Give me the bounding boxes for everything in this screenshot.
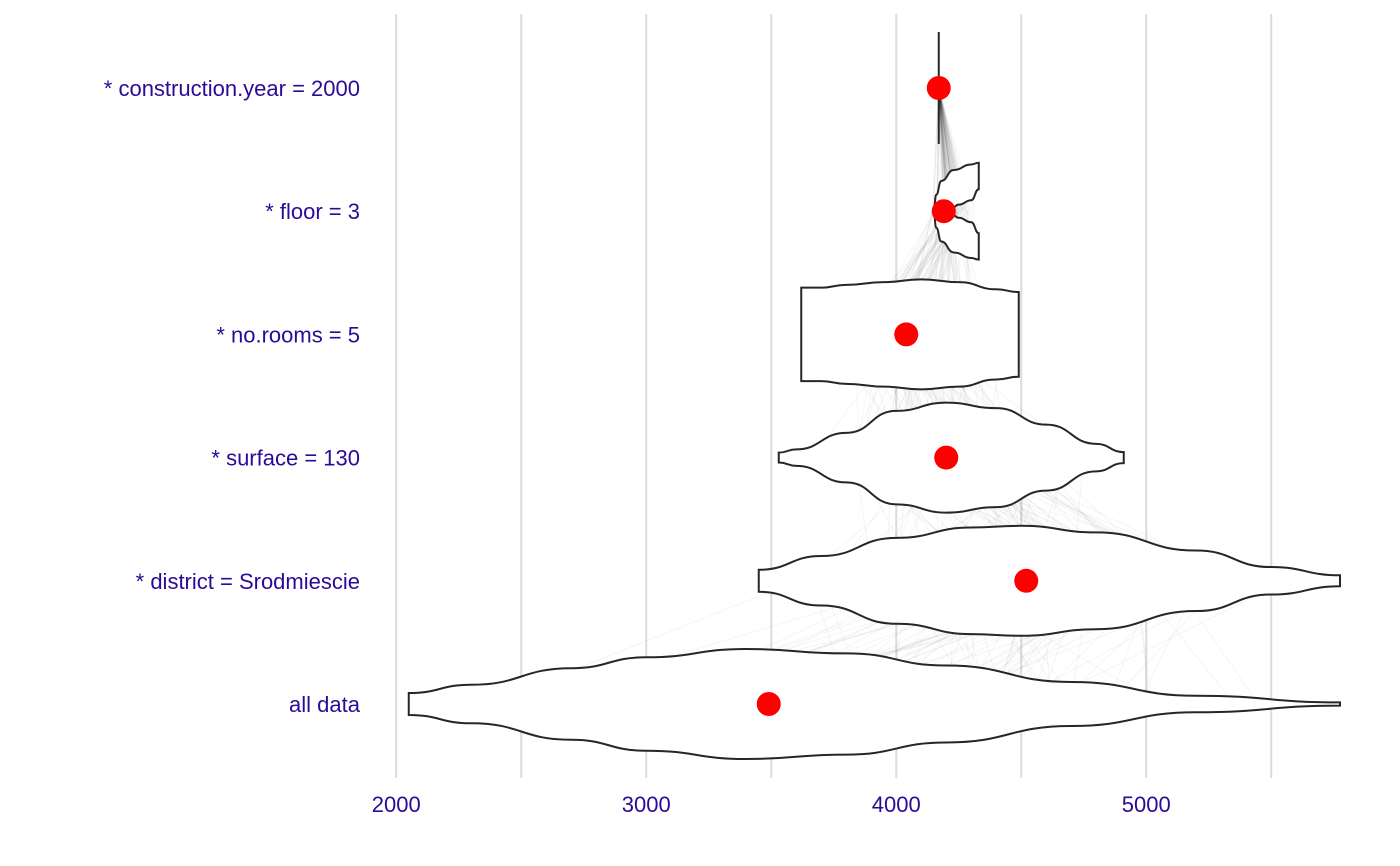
x-tick-label: 4000 bbox=[872, 792, 921, 817]
mean-dot bbox=[756, 692, 781, 716]
category-label: * no.rooms = 5 bbox=[216, 322, 360, 347]
violins bbox=[407, 32, 1341, 761]
violin bbox=[757, 524, 1341, 637]
violin bbox=[407, 647, 1341, 761]
x-tick-label: 3000 bbox=[622, 792, 671, 817]
mean-dot bbox=[931, 199, 956, 224]
category-label: * district = Srodmiescie bbox=[136, 569, 360, 594]
grid-layer bbox=[395, 14, 1273, 778]
x-axis-ticks: 2000 3000 4000 5000 bbox=[372, 792, 1171, 817]
mean-dot bbox=[1014, 568, 1039, 593]
x-tick-label: 2000 bbox=[372, 792, 421, 817]
mean-dot bbox=[894, 322, 919, 347]
category-label: * construction.year = 2000 bbox=[104, 76, 360, 101]
category-label: * surface = 130 bbox=[211, 446, 360, 471]
category-label: * floor = 3 bbox=[265, 199, 360, 224]
mean-dot bbox=[934, 445, 959, 470]
category-labels: * construction.year = 2000 * floor = 3 * n… bbox=[104, 76, 361, 717]
mean-dots bbox=[756, 76, 1039, 716]
x-tick-label: 5000 bbox=[1122, 792, 1171, 817]
category-label: all data bbox=[289, 692, 361, 717]
mean-dot bbox=[926, 76, 951, 100]
